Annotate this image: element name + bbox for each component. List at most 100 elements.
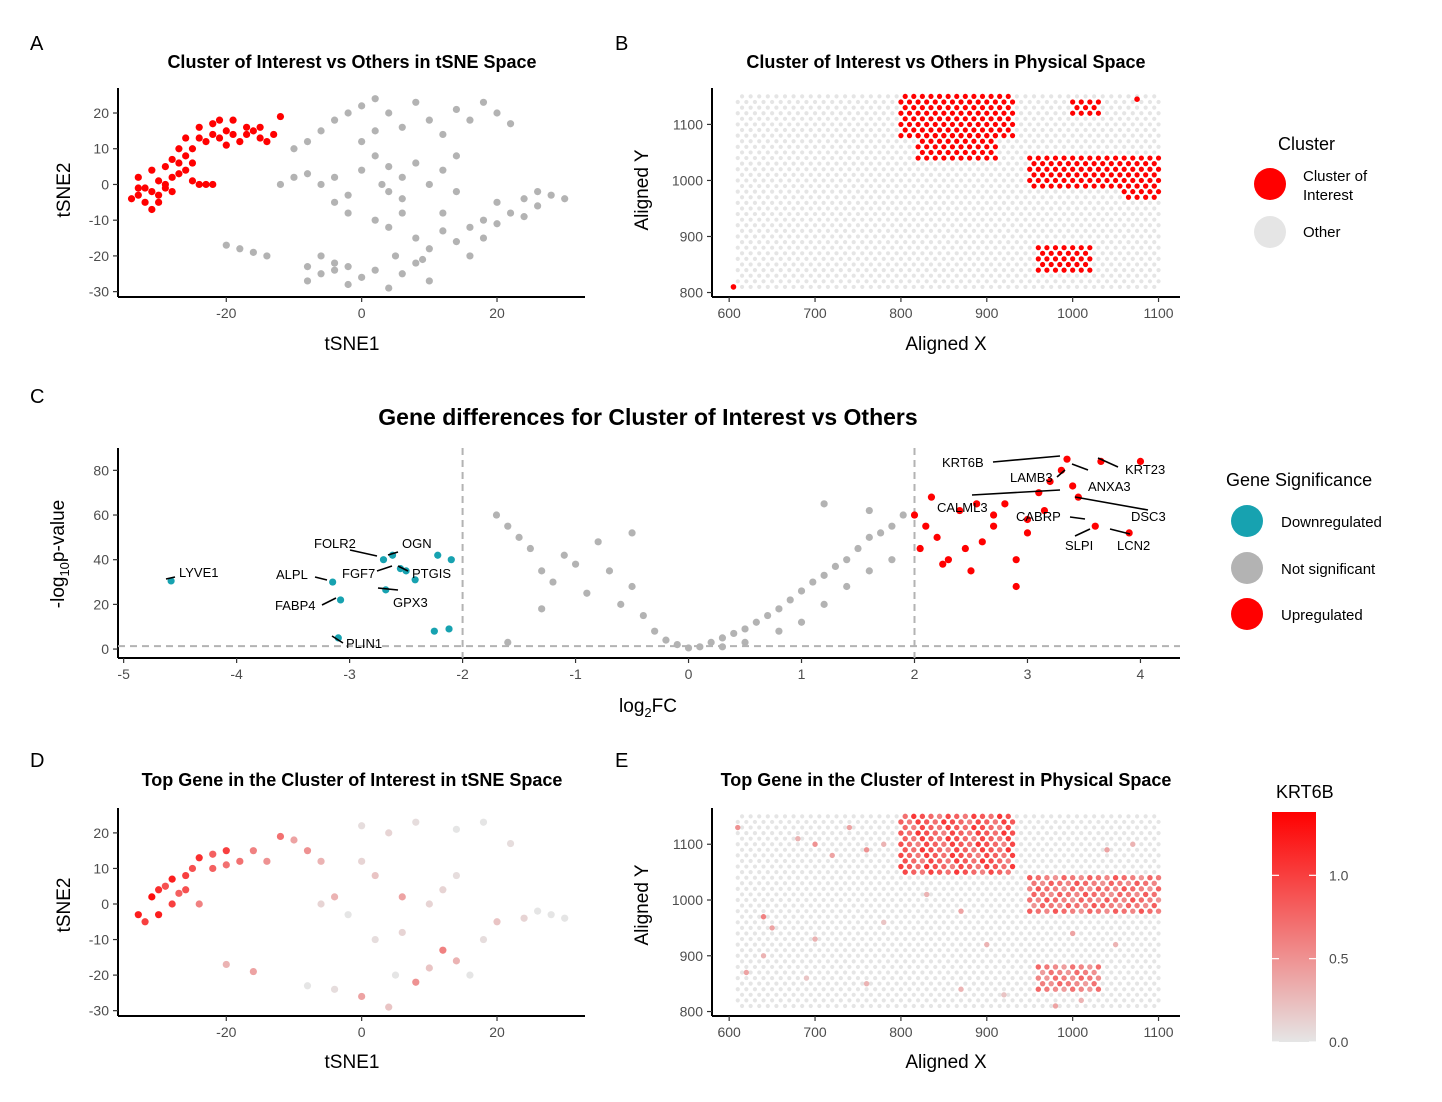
panel-e-spot <box>1147 842 1153 847</box>
panel-b-spot <box>782 172 788 177</box>
panel-e-spot <box>1049 870 1054 875</box>
panel-e-spot <box>1023 825 1028 830</box>
panel-b-spot <box>877 195 882 200</box>
panel-b-spot <box>855 178 861 183</box>
panel-e-spot <box>765 881 770 886</box>
panel-e-spot <box>830 975 835 981</box>
panel-e-spot <box>770 853 775 858</box>
panel-b-interest-spot <box>1087 177 1093 184</box>
panel-b-spot <box>954 217 959 222</box>
panel-b-spot <box>997 251 1002 256</box>
panel-b-spot <box>920 172 925 177</box>
panel-e-spot <box>928 903 934 908</box>
panel-e-expression-spot <box>966 819 973 825</box>
panel-e-spot <box>1152 959 1157 964</box>
panel-b-spot <box>1023 228 1028 233</box>
panel-b-spot <box>993 268 998 273</box>
panel-e-spot <box>1057 925 1062 930</box>
panel-e-spot <box>1087 830 1092 836</box>
panel-e-spot <box>885 825 891 830</box>
panel-b-spot <box>1130 111 1135 116</box>
panel-b-spot <box>1010 234 1015 239</box>
panel-e-spot <box>1001 987 1007 992</box>
panel-c-gene-point <box>741 625 749 633</box>
panel-e-spot <box>868 847 873 852</box>
panel-b-spot <box>834 127 839 133</box>
panel-e-spot <box>795 864 800 869</box>
panel-e-spot <box>791 925 796 930</box>
panel-e-spot <box>1083 814 1088 819</box>
panel-b-spot <box>752 234 758 239</box>
panel-b-spot <box>782 284 788 290</box>
panel-b-spot <box>804 268 809 273</box>
panel-e-spot <box>791 858 796 864</box>
panel-e-spot <box>984 897 989 903</box>
panel-e-spot <box>812 897 818 903</box>
panel-e-spot <box>873 987 878 992</box>
panel-e-spot <box>834 814 839 819</box>
panel-e-spot <box>1122 920 1127 925</box>
panel-b-spot <box>800 105 805 110</box>
panel-e-spot <box>838 875 843 880</box>
panel-e-spot <box>864 830 869 836</box>
panel-e-spot <box>765 903 770 908</box>
panel-e-expression-spot <box>1142 891 1149 898</box>
panel-b-interest-spot <box>1065 250 1071 256</box>
colorbar-tick-label: 1.0 <box>1329 867 1349 883</box>
panel-b-spot <box>868 94 873 99</box>
panel-e-expression-spot <box>941 852 947 859</box>
panel-e-spot <box>1061 998 1067 1003</box>
panel-e-spot <box>1049 847 1054 852</box>
panel-a-point <box>412 159 420 167</box>
panel-b-interest-spot <box>915 155 921 161</box>
panel-e-spot <box>873 830 878 836</box>
panel-b-interest-spot <box>941 110 947 116</box>
panel-b-spot <box>1139 223 1144 228</box>
panel-e-spot <box>864 964 869 970</box>
panel-e-spot <box>787 864 792 869</box>
panel-b-interest-spot <box>941 99 947 105</box>
panel-e-spot <box>885 925 891 930</box>
panel-b-spot <box>847 178 852 183</box>
panel-c-gene-point <box>411 576 419 584</box>
panel-b-spot <box>739 262 745 267</box>
panel-e-expression-spot <box>1100 902 1106 909</box>
significance-legend-key-down <box>1231 505 1263 537</box>
panel-e-spot <box>757 836 762 841</box>
panel-b-interest-spot <box>979 93 986 100</box>
panel-b-spot <box>1117 251 1122 256</box>
panel-e-spot <box>1156 931 1161 936</box>
panel-b-interest-spot <box>979 116 986 122</box>
panel-e-spot <box>752 819 758 825</box>
panel-b-spot <box>967 167 972 172</box>
panel-b-interest-spot <box>1027 166 1033 172</box>
panel-e-spot <box>885 903 891 908</box>
panel-e-spot <box>980 1003 985 1009</box>
panel-e-spot <box>830 998 835 1003</box>
panel-b-spot <box>1087 122 1092 127</box>
panel-e-spot <box>1100 870 1105 875</box>
panel-b-spot <box>1117 284 1122 290</box>
panel-d-point <box>155 911 163 919</box>
panel-e-spot <box>1040 814 1045 819</box>
panel-e-spot <box>1143 925 1148 930</box>
panel-e-expression-spot <box>1027 897 1033 903</box>
panel-e-spot <box>812 942 818 947</box>
panel-a-point <box>161 184 169 192</box>
panel-e-expression-spot <box>949 819 956 825</box>
panel-b-spot <box>1040 127 1045 133</box>
panel-e-expression-spot <box>1001 819 1007 825</box>
panel-b-spot <box>804 133 809 138</box>
panel-b-spot <box>890 178 895 183</box>
panel-b-spot <box>1014 183 1019 189</box>
panel-b-interest-spot <box>988 116 994 122</box>
panel-b-spot <box>963 172 968 177</box>
panel-e-spot <box>967 987 972 992</box>
panel-b-spot <box>890 256 895 261</box>
panel-b-interest-spot <box>1104 177 1110 184</box>
panel-b-spot <box>980 183 985 189</box>
panel-b-spot <box>1061 111 1067 116</box>
panel-b-spot <box>1139 234 1144 239</box>
panel-e-spot <box>774 914 779 919</box>
panel-e-spot <box>1014 814 1019 819</box>
